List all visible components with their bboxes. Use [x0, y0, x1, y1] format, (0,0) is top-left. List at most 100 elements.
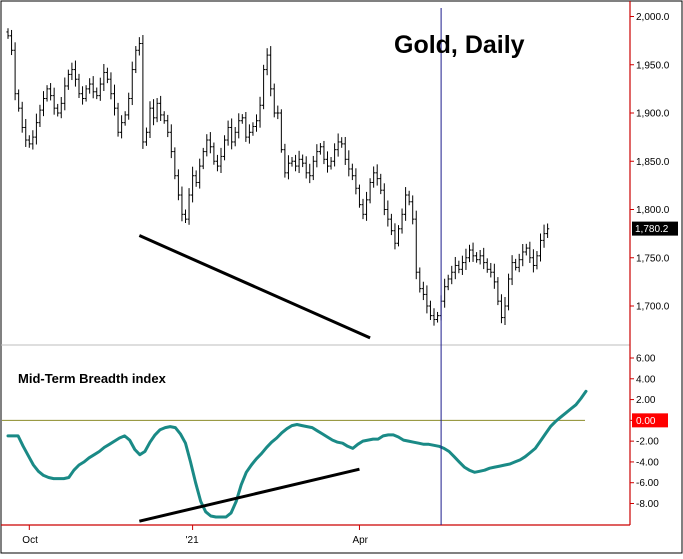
price-bar — [208, 132, 212, 154]
price-bar — [411, 195, 415, 225]
time-axis-ticks: Oct '21 Apr — [22, 525, 369, 546]
price-bar — [20, 101, 24, 133]
price-bar — [6, 28, 10, 39]
price-bar — [169, 124, 173, 159]
last-price-badge-bg — [632, 221, 678, 236]
price-bar — [357, 184, 362, 208]
price-bar — [222, 135, 227, 161]
price-bar — [52, 87, 56, 115]
price-bar — [443, 278, 447, 308]
price-bar — [290, 157, 294, 167]
price-bar — [364, 191, 369, 221]
price-bar — [27, 135, 31, 148]
price-bar — [112, 84, 117, 116]
price-bar — [453, 256, 457, 280]
price-bar — [166, 114, 170, 138]
price-bar — [180, 186, 184, 222]
price-bar — [84, 85, 88, 102]
price-bar — [13, 42, 17, 101]
breadth-tick-label: 2.00 — [636, 395, 656, 406]
price-bar — [102, 63, 106, 91]
price-bar — [173, 147, 177, 180]
price-bar — [372, 166, 376, 188]
price-bar — [475, 252, 479, 263]
price-bar — [63, 77, 67, 111]
price-bar — [276, 105, 280, 120]
price-bar — [187, 188, 191, 225]
price-bar — [407, 190, 411, 206]
breadth-tick-label: -2.00 — [636, 437, 659, 448]
price-bar — [230, 118, 234, 150]
price-bar — [183, 209, 188, 224]
price-bar — [506, 273, 511, 311]
time-tick-label: Apr — [352, 535, 368, 546]
price-bar — [137, 37, 141, 56]
price-bar — [272, 83, 276, 118]
price-bar — [446, 274, 450, 291]
price-bar — [159, 95, 163, 122]
price-bar — [293, 154, 298, 172]
price-bar — [283, 143, 287, 178]
price-bar — [464, 248, 468, 270]
price-bar — [31, 130, 35, 150]
price-bar — [279, 109, 283, 153]
price-bar — [9, 29, 14, 56]
price-bar — [194, 170, 198, 187]
price-bar — [457, 260, 461, 274]
price-bar — [450, 265, 454, 285]
price-bar — [134, 46, 138, 74]
breadth-tick-label: -8.00 — [636, 499, 659, 510]
price-bar — [485, 258, 489, 273]
price-bar — [80, 86, 85, 105]
price-bar — [393, 223, 397, 250]
last-price-label: 1,780.2 — [635, 224, 669, 235]
zero-value-label: 0.00 — [636, 416, 656, 427]
price-bar — [318, 143, 322, 155]
price-bar — [226, 120, 230, 146]
price-bar — [91, 76, 95, 99]
price-bar — [269, 46, 273, 97]
price-bar — [141, 35, 145, 149]
price-bar — [304, 156, 308, 179]
price-bar — [77, 73, 81, 99]
price-bar — [130, 61, 134, 106]
time-tick-label: '21 — [186, 535, 199, 546]
price-bar — [325, 151, 330, 173]
price-bar — [379, 173, 383, 195]
price-bar — [478, 249, 482, 265]
time-tick-label: Oct — [22, 535, 38, 546]
price-bar — [510, 255, 514, 286]
price-bar — [116, 102, 120, 137]
price-tick-label: 1,950.0 — [636, 60, 670, 71]
price-bar — [240, 114, 244, 124]
price-bar — [396, 225, 401, 247]
price-bar — [286, 155, 291, 180]
price-bar — [301, 154, 305, 168]
breadth-tick-label: 6.00 — [636, 354, 656, 365]
price-bar — [49, 83, 53, 101]
price-bar — [191, 166, 195, 203]
price-bar — [432, 308, 436, 326]
price-bar — [162, 111, 166, 124]
price-bar — [492, 263, 496, 289]
price-bar — [499, 294, 504, 324]
price-bar — [368, 178, 372, 204]
price-tick-label: 2,000.0 — [636, 12, 670, 23]
price-bar — [127, 92, 131, 120]
breadth-index-line — [6, 389, 588, 519]
price-bar — [144, 127, 149, 146]
price-bar — [233, 126, 237, 147]
price-bar — [528, 241, 532, 263]
price-bar — [471, 242, 475, 262]
price-tick-label: 1,700.0 — [636, 302, 670, 313]
price-bar — [311, 155, 315, 181]
price-bar — [265, 48, 269, 76]
price-bar — [155, 98, 159, 123]
breadth-tick-label: 4.00 — [636, 374, 656, 385]
price-bar — [198, 158, 202, 189]
last-price-badge: 1,780.2 — [632, 221, 678, 236]
price-bar — [517, 253, 521, 273]
